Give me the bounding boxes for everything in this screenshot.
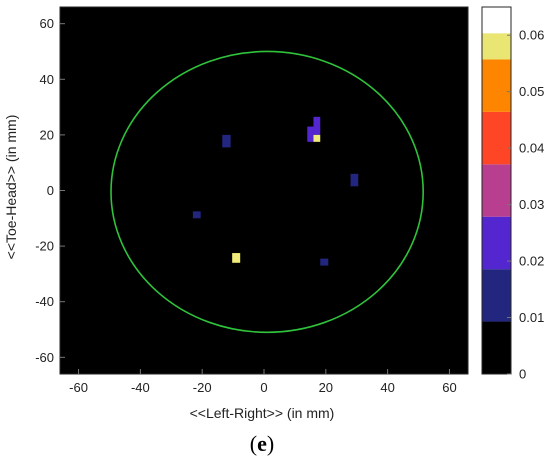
colorbar-segment xyxy=(482,59,511,112)
heatmap-cell xyxy=(307,126,314,142)
colorbar-tick-label: 0.01 xyxy=(519,310,544,325)
x-tick-label: -20 xyxy=(193,380,212,395)
y-tick-label: 60 xyxy=(40,16,54,31)
colorbar-tick-label: 0.02 xyxy=(519,254,544,269)
caption-letter: e xyxy=(257,431,267,456)
colorbar-segment xyxy=(482,269,511,322)
heatmap-cell xyxy=(222,134,231,148)
y-tick-label: -40 xyxy=(35,294,54,309)
plot-area xyxy=(59,6,469,375)
y-tick-label: -60 xyxy=(35,350,54,365)
y-tick-label: 20 xyxy=(40,127,54,142)
x-tick-label: 40 xyxy=(380,380,394,395)
colorbar-tick-label: 0.06 xyxy=(519,28,544,43)
x-axis-label: <<Left-Right>> (in mm) xyxy=(190,405,335,421)
caption-open: ( xyxy=(250,431,257,456)
colorbar-tick-label: 0.05 xyxy=(519,84,544,99)
caption-close: ) xyxy=(267,431,274,456)
y-tick-label: 0 xyxy=(47,183,54,198)
colorbar-segment xyxy=(482,164,511,217)
colorbar-segment xyxy=(482,216,511,270)
colorbar-tick-label: 0 xyxy=(519,367,526,382)
x-tick-label: -60 xyxy=(69,380,88,395)
x-tick-label: -40 xyxy=(131,380,150,395)
colorbar-segment xyxy=(482,7,511,34)
heatmap-cell xyxy=(232,253,241,263)
x-tick-label: 60 xyxy=(442,380,456,395)
heatmap-cell xyxy=(313,116,321,135)
colorbar-segment xyxy=(482,321,511,374)
boundary-circle xyxy=(110,50,424,334)
x-tick-label: 0 xyxy=(260,380,267,395)
y-tick-label: 40 xyxy=(40,72,54,87)
y-tick-label: -20 xyxy=(35,239,54,254)
colorbar-tick-label: 0.04 xyxy=(519,141,544,156)
colorbar-segment xyxy=(482,111,511,165)
colorbar-segment xyxy=(482,33,511,60)
x-axis: -60 -40 -20 0 20 40 60 xyxy=(69,369,457,395)
heatmap-cells xyxy=(192,116,359,266)
heatmap-cell xyxy=(313,134,321,142)
plot-background xyxy=(59,6,469,375)
y-axis-label: <<Toe-Head>> (in mm) xyxy=(3,115,19,260)
colorbar: 0 0.01 0.02 0.03 0.04 0.05 0.06 xyxy=(481,6,544,382)
x-tick-label: 20 xyxy=(319,380,333,395)
colorbar-frame xyxy=(481,6,512,375)
heatmap-cell xyxy=(192,211,201,219)
heatmap-cell xyxy=(320,258,329,266)
heatmap-cell xyxy=(350,173,359,187)
colorbar-tick-label: 0.03 xyxy=(519,197,544,212)
boundary-circle-group xyxy=(110,50,424,334)
y-axis: -60 -40 -20 0 20 40 60 xyxy=(35,16,65,365)
panel-caption: (e) xyxy=(250,431,274,456)
